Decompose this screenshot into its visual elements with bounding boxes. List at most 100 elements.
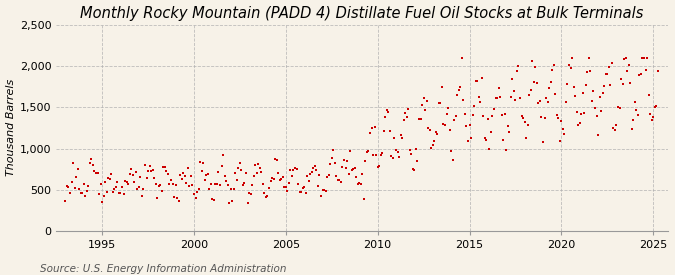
Point: [82, 189, 92, 193]
Point: [71, 174, 82, 179]
Point: [577, 91, 588, 95]
Point: [151, 182, 161, 186]
Point: [479, 136, 490, 141]
Point: [452, 92, 462, 97]
Point: [198, 161, 209, 165]
Point: [396, 133, 406, 138]
Point: [273, 171, 284, 175]
Point: [164, 182, 175, 186]
Point: [371, 153, 381, 157]
Point: [140, 163, 151, 167]
Point: [97, 200, 107, 204]
Point: [178, 171, 188, 175]
Point: [392, 150, 403, 155]
Point: [394, 155, 404, 160]
Point: [594, 95, 605, 99]
Point: [439, 122, 450, 127]
Point: [213, 169, 224, 174]
Point: [111, 185, 122, 189]
Point: [277, 175, 288, 180]
Point: [603, 65, 614, 69]
Point: [305, 172, 316, 177]
Point: [290, 166, 300, 170]
Point: [651, 104, 661, 108]
Point: [383, 110, 394, 114]
Point: [282, 189, 293, 193]
Point: [196, 169, 207, 173]
Point: [545, 80, 556, 85]
Point: [531, 81, 542, 85]
Point: [580, 82, 591, 87]
Point: [519, 120, 530, 124]
Point: [372, 165, 383, 169]
Point: [423, 126, 433, 130]
Point: [364, 131, 375, 135]
Point: [356, 182, 367, 186]
Point: [101, 190, 112, 194]
Point: [287, 174, 298, 178]
Point: [571, 109, 582, 114]
Point: [477, 76, 487, 80]
Point: [221, 179, 232, 183]
Point: [128, 172, 138, 177]
Point: [144, 164, 155, 168]
Point: [192, 189, 202, 194]
Point: [432, 132, 443, 136]
Point: [63, 185, 74, 189]
Point: [352, 182, 363, 186]
Point: [495, 95, 506, 99]
Point: [369, 125, 380, 129]
Point: [358, 197, 369, 202]
Point: [470, 79, 481, 83]
Point: [244, 191, 254, 196]
Point: [416, 103, 427, 108]
Point: [138, 187, 149, 191]
Point: [514, 96, 525, 101]
Point: [568, 85, 579, 89]
Point: [362, 150, 373, 154]
Point: [94, 192, 105, 197]
Point: [640, 67, 651, 72]
Point: [337, 164, 348, 169]
Point: [184, 184, 195, 188]
Point: [303, 179, 314, 183]
Point: [620, 55, 631, 60]
Point: [520, 136, 531, 140]
Point: [72, 167, 83, 172]
Point: [386, 154, 397, 158]
Point: [649, 105, 660, 109]
Point: [167, 182, 178, 186]
Point: [397, 136, 408, 141]
Point: [165, 178, 176, 183]
Point: [608, 126, 619, 130]
Point: [513, 64, 524, 69]
Point: [169, 194, 180, 199]
Point: [570, 94, 580, 98]
Point: [280, 185, 291, 189]
Point: [274, 178, 285, 183]
Point: [316, 194, 327, 199]
Point: [398, 118, 409, 122]
Point: [123, 182, 134, 187]
Point: [232, 178, 242, 183]
Point: [585, 68, 596, 73]
Point: [248, 174, 259, 178]
Point: [279, 185, 290, 189]
Point: [437, 85, 448, 89]
Point: [357, 172, 368, 176]
Point: [530, 65, 541, 70]
Point: [180, 174, 190, 178]
Point: [579, 111, 590, 116]
Point: [375, 153, 386, 157]
Point: [387, 156, 398, 160]
Point: [199, 178, 210, 183]
Point: [159, 165, 170, 169]
Point: [201, 172, 212, 177]
Point: [147, 168, 158, 173]
Point: [339, 158, 350, 163]
Point: [629, 100, 640, 104]
Point: [550, 92, 561, 97]
Point: [576, 112, 587, 116]
Point: [310, 164, 321, 168]
Point: [558, 127, 568, 131]
